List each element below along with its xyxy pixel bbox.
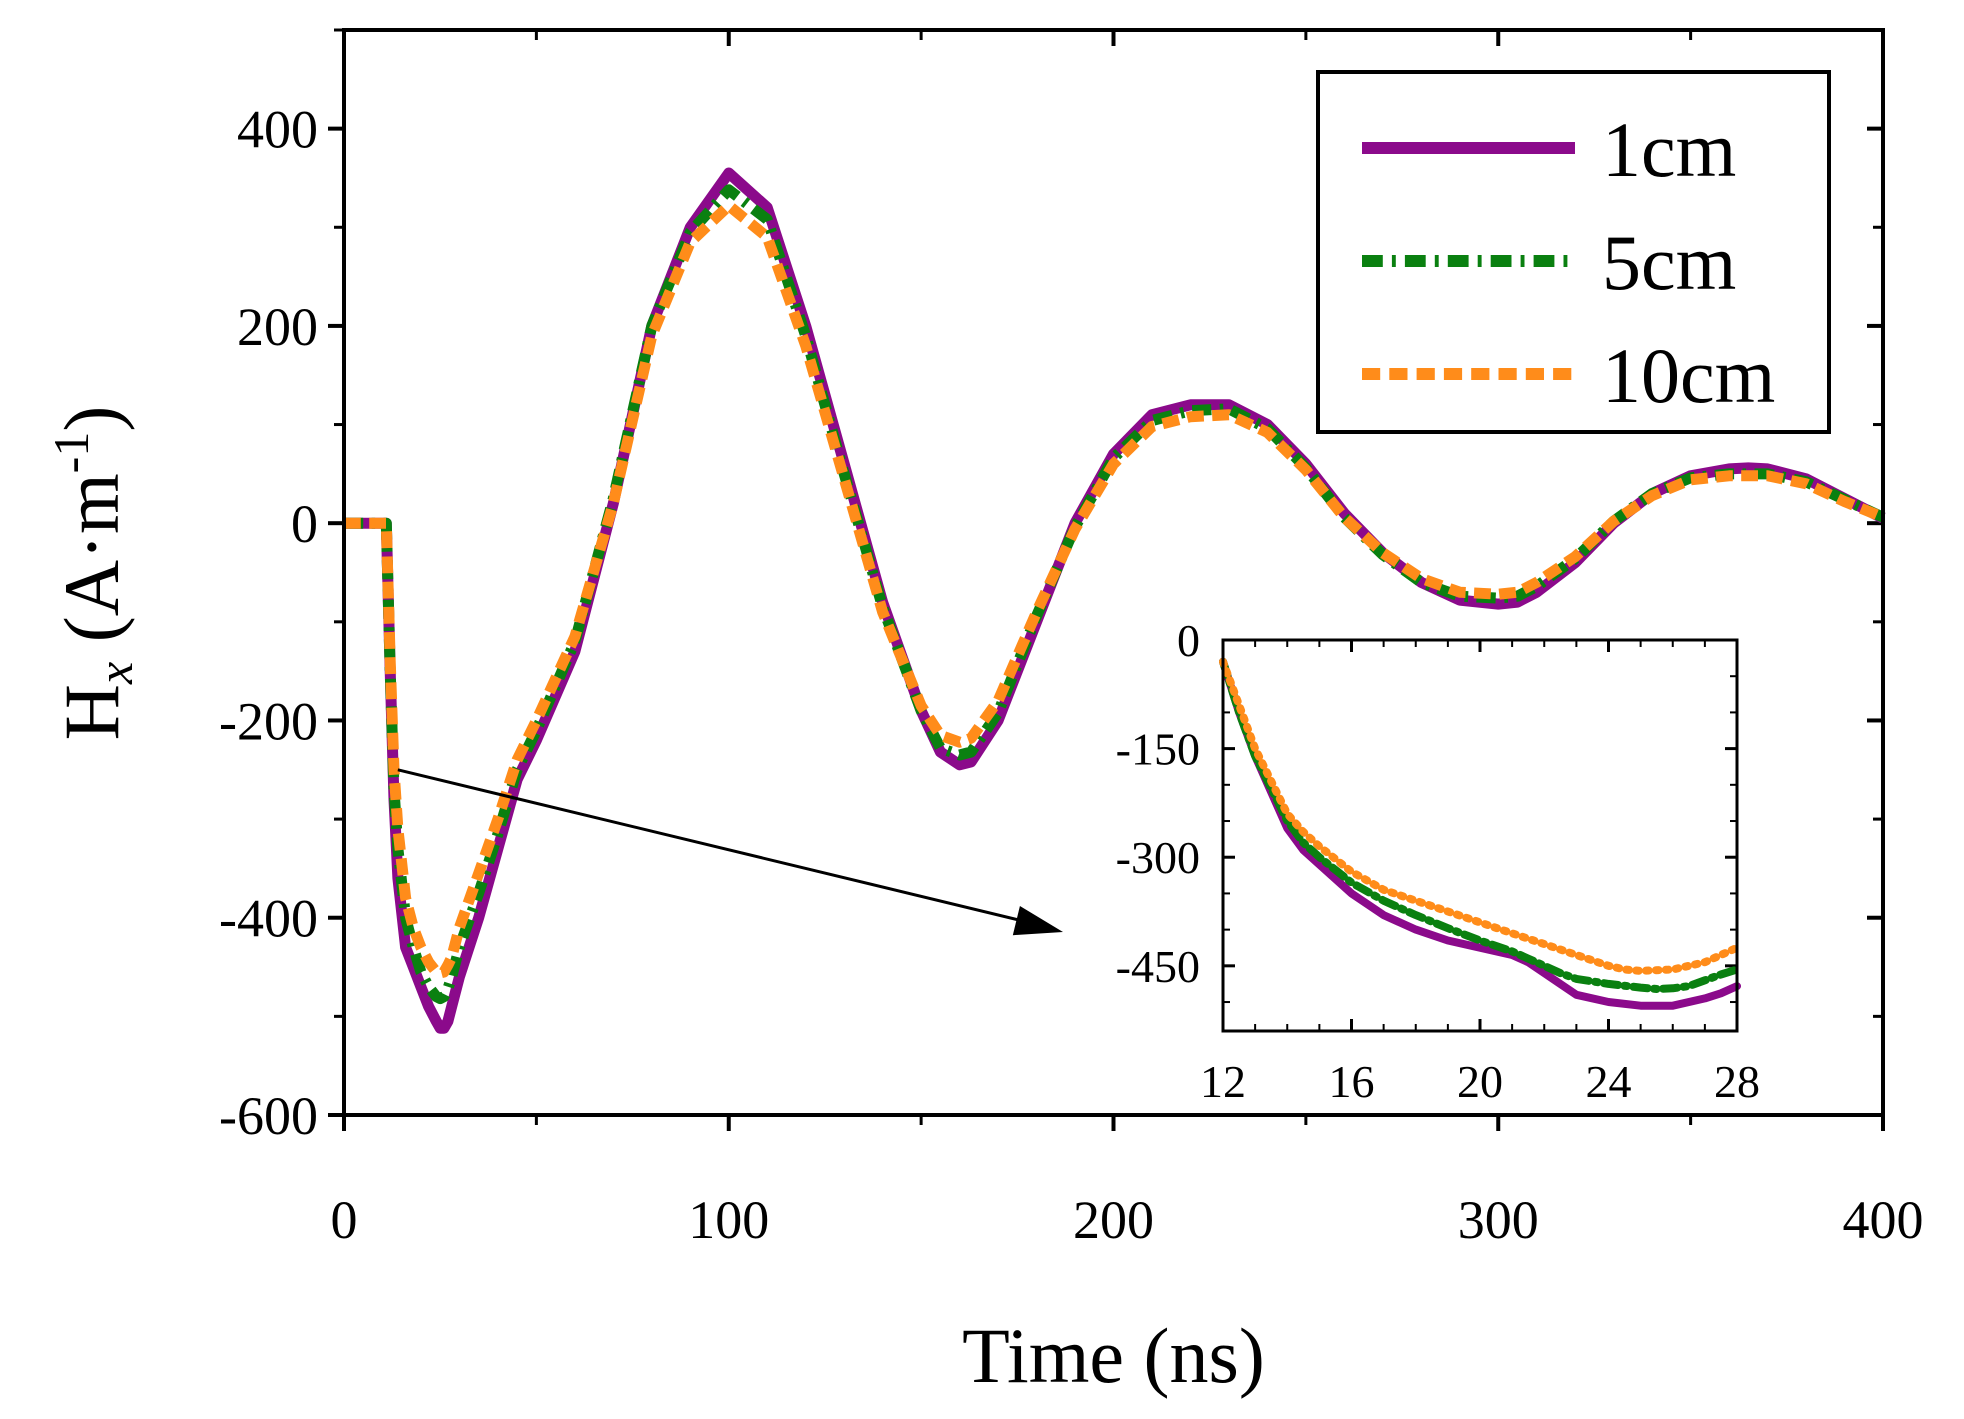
y-tick-label: 200	[237, 297, 318, 357]
series-line-10cm	[344, 200, 1886, 979]
inset-x-tick-label: 12	[1200, 1056, 1246, 1107]
y-tick-label: 400	[237, 100, 318, 160]
inset-x-tick-label: 20	[1457, 1056, 1503, 1107]
inset-frame	[1221, 638, 1739, 1033]
main-plot-frame	[342, 28, 1885, 1117]
inset-x-tick-label: 28	[1714, 1056, 1760, 1107]
y-tick-label: -200	[219, 691, 318, 751]
inset-x-tick-label: 16	[1329, 1056, 1375, 1107]
inset-y-tick-label: -450	[1116, 941, 1200, 992]
legend-label-5cm: 5cm	[1602, 219, 1736, 306]
y-tick-label: -600	[219, 1086, 318, 1146]
inset-plot: 12 16 20 24 28 0 -150 -300 -450	[1116, 615, 1760, 1107]
y-tick-label: 0	[291, 494, 318, 554]
y-tick-label: -400	[219, 889, 318, 949]
inset-y-tick-label: 0	[1177, 615, 1200, 666]
legend-label-10cm: 10cm	[1602, 332, 1775, 419]
annotation-arrow-line	[397, 768, 1024, 923]
inset-y-tick-label: -150	[1116, 724, 1200, 775]
inset-x-tick-label: 24	[1586, 1056, 1632, 1107]
x-tick-label: 0	[331, 1190, 358, 1250]
x-tick-label: 300	[1458, 1190, 1539, 1250]
inset-series-line-10cm	[1219, 657, 1741, 975]
x-tick-label: 100	[688, 1190, 769, 1250]
inset-y-tick-label: -300	[1116, 832, 1200, 883]
x-axis-title: Time (ns)	[962, 1312, 1265, 1399]
y-axis-title: Hx (A·m-1)	[43, 406, 143, 741]
legend: 1cm 5cm 10cm	[1316, 70, 1831, 434]
annotation-arrow	[397, 768, 1063, 936]
x-tick-label: 400	[1843, 1190, 1924, 1250]
inset-series-line-5cm	[1219, 657, 1741, 993]
legend-label-1cm: 1cm	[1602, 106, 1736, 193]
annotation-arrow-head	[1012, 906, 1063, 936]
x-tick-label: 200	[1073, 1190, 1154, 1250]
